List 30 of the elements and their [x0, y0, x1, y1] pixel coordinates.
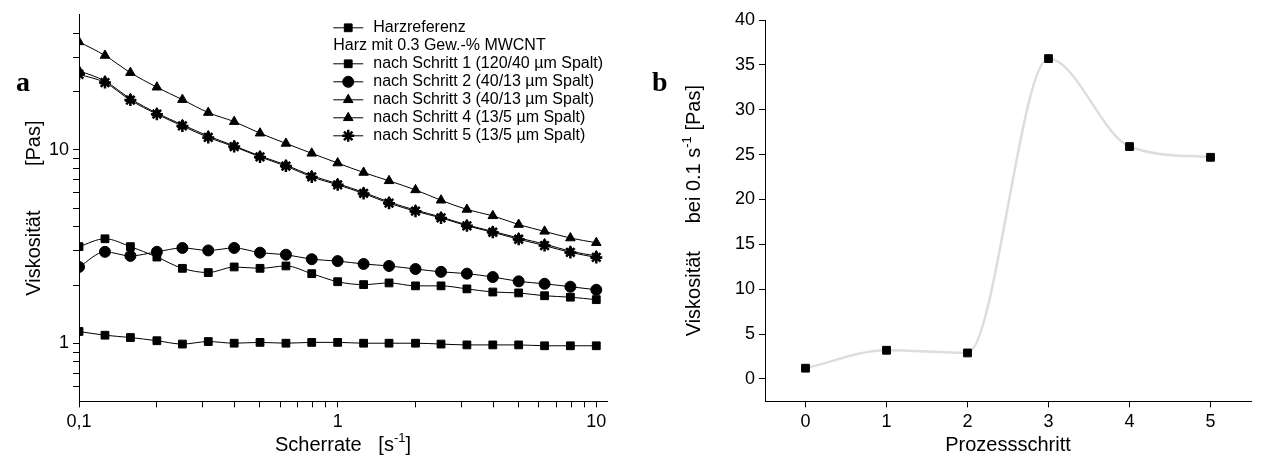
x-axis-title: Prozessschritt	[945, 432, 1072, 455]
y-tick-label: 0	[745, 367, 756, 388]
x-tick-label: 10	[586, 411, 607, 432]
x-tick-label: 1	[881, 411, 892, 432]
legend-title: Harz mit 0.3 Gew.-% MWCNT	[333, 36, 546, 54]
x-tick-label: 1	[332, 411, 343, 432]
y-tick-label: 35	[734, 53, 756, 74]
x-tick-label: 3	[1043, 411, 1054, 432]
x-tick-label: 5	[1205, 411, 1216, 432]
y-axis-title: Viskosität [Pas]	[21, 120, 44, 296]
legend-label: nach Schritt 1 (120/40 µm Spalt)	[373, 54, 604, 72]
x-tick-label: 0	[800, 411, 811, 432]
legend-label: nach Schritt 2 (40/13 µm Spalt)	[373, 72, 595, 90]
legend-label: nach Schritt 4 (13/5 µm Spalt)	[373, 108, 586, 126]
text: a	[16, 66, 30, 98]
y-tick-label: 30	[734, 98, 756, 119]
y-tick-label: 40	[734, 8, 756, 29]
legend-label: nach Schritt 3 (40/13 µm Spalt)	[373, 90, 595, 108]
y-tick-label: 20	[734, 188, 756, 209]
legend-label: Harzreferenz	[373, 18, 466, 36]
x-tick-label: 4	[1124, 411, 1135, 432]
legend-label: nach Schritt 5 (13/5 µm Spalt)	[373, 126, 586, 144]
y-axis-title: Viskosität bei 0.1 s-1 [Pas]	[678, 85, 704, 337]
y-tick-label: 25	[734, 143, 756, 164]
y-tick-label: 10	[734, 278, 756, 299]
y-tick-label: 5	[745, 323, 756, 344]
y-tick-label: 15	[734, 233, 756, 254]
text: b	[652, 66, 668, 98]
x-tick-label: 0,1	[66, 411, 92, 432]
x-tick-label: 2	[962, 411, 973, 432]
